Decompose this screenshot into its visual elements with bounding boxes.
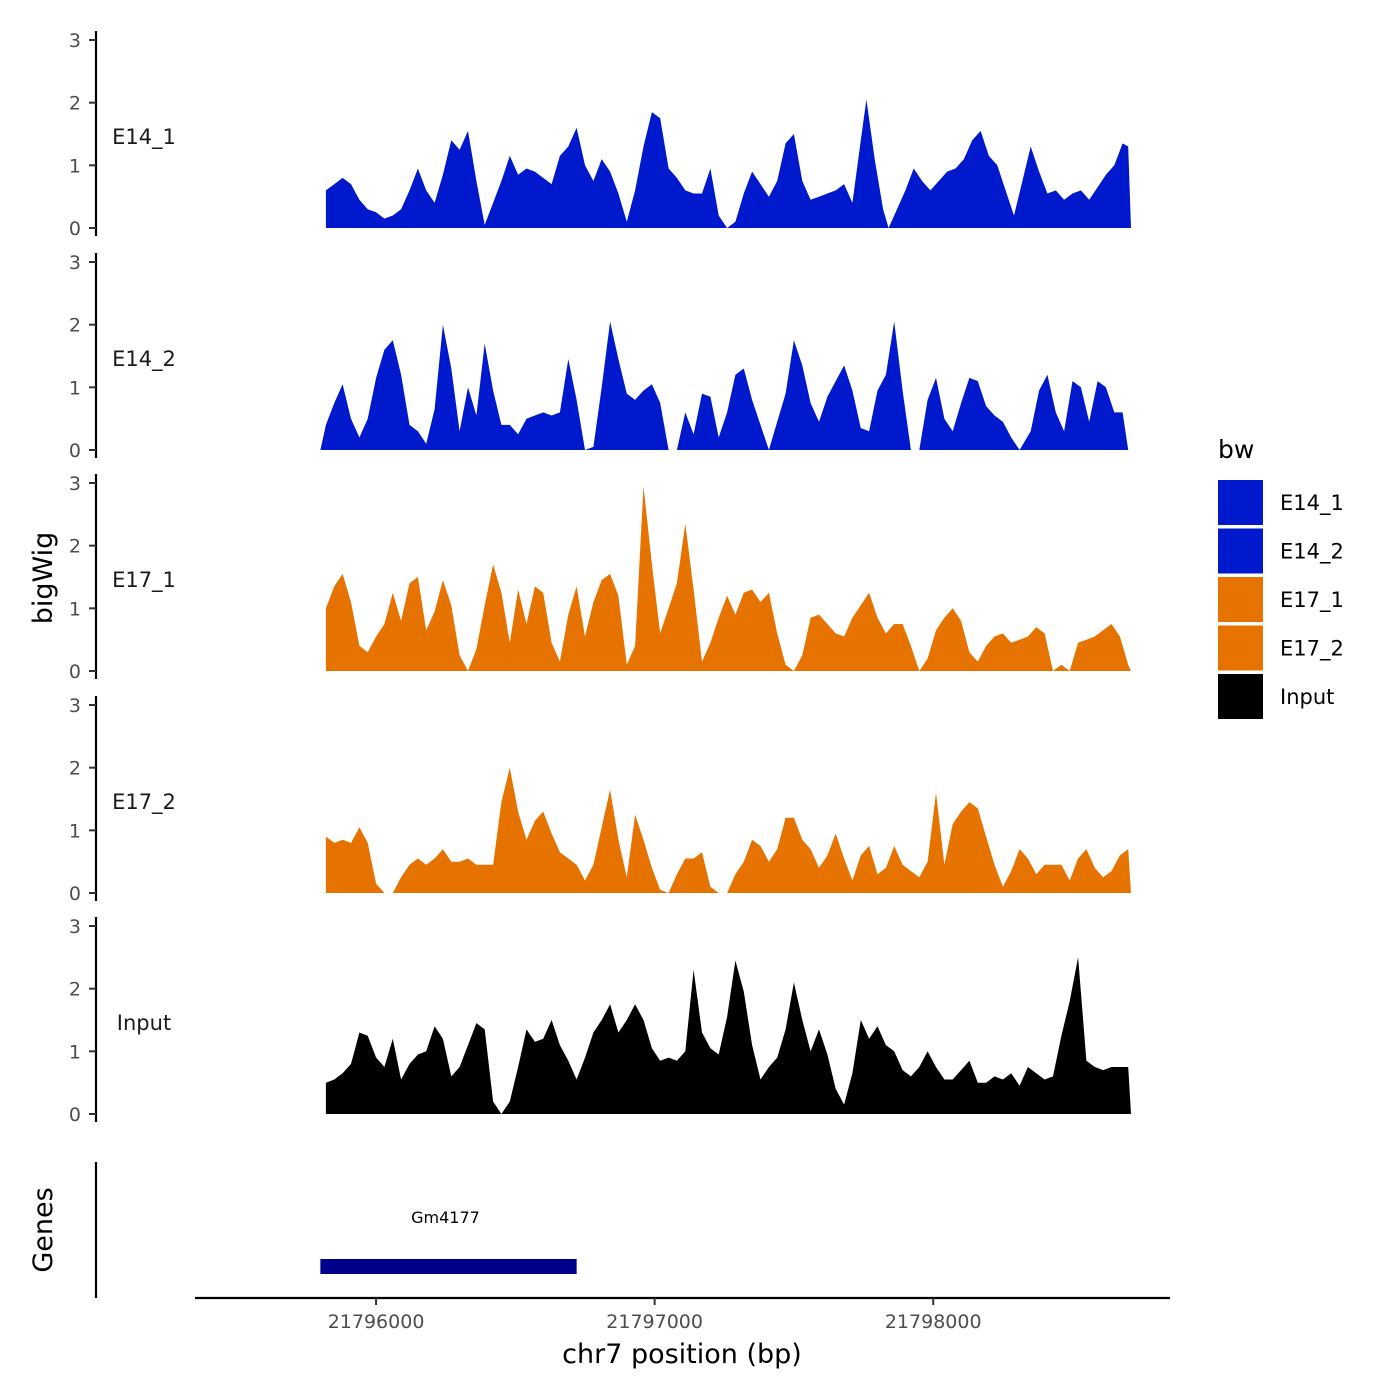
gene-body-Gm4177 bbox=[320, 1259, 577, 1274]
legend: bw E14_1 E14_2 E17_1 E17_2 Input bbox=[1218, 435, 1344, 719]
y-tick-label-E14_2-1: 1 bbox=[69, 377, 81, 399]
y-tick-label-Input-1: 1 bbox=[69, 1041, 81, 1063]
track-label-Input: Input bbox=[117, 1011, 171, 1035]
legend-swatch-E17_2 bbox=[1218, 625, 1263, 671]
genes-track: Gm4177 bbox=[94, 1162, 577, 1298]
genes-track-title: Genes bbox=[28, 1187, 59, 1272]
y-axis-title: bigWig bbox=[28, 532, 59, 625]
series-area-E14_2 bbox=[320, 321, 1129, 450]
legend-label-E14_1: E14_1 bbox=[1280, 491, 1344, 516]
x-tick-label-21797000: 21797000 bbox=[606, 1311, 703, 1333]
legend-label-E17_1: E17_1 bbox=[1280, 588, 1344, 613]
y-tick-label-E17_1-1: 1 bbox=[69, 598, 81, 620]
y-tick-label-E17_2-0: 0 bbox=[69, 883, 81, 905]
legend-item-E14_2: E14_2 bbox=[1218, 528, 1344, 574]
y-tick-label-Input-2: 2 bbox=[69, 979, 81, 1001]
y-tick-label-E14_2-3: 3 bbox=[69, 252, 81, 274]
legend-label-E17_2: E17_2 bbox=[1280, 637, 1344, 662]
track-label-E17_1: E17_1 bbox=[112, 568, 176, 593]
track-E14_2: 0 1 2 3 E14_2 bbox=[69, 252, 1129, 462]
track-Input: 0 1 2 3 Input bbox=[69, 916, 1131, 1126]
track-label-E14_2: E14_2 bbox=[112, 347, 176, 372]
series-area-E17_2 bbox=[325, 767, 1131, 893]
series-area-E14_1 bbox=[325, 99, 1131, 228]
y-tick-label-E14_1-2: 2 bbox=[69, 93, 81, 115]
legend-swatch-E14_1 bbox=[1218, 480, 1263, 525]
legend-swatch-E14_2 bbox=[1218, 528, 1263, 574]
x-tick-label-21798000: 21798000 bbox=[885, 1311, 982, 1333]
y-tick-label-E14_1-0: 0 bbox=[69, 218, 81, 240]
y-tick-label-Input-3: 3 bbox=[69, 916, 81, 938]
track-label-E17_2: E17_2 bbox=[112, 790, 176, 815]
y-tick-label-E17_2-1: 1 bbox=[69, 820, 81, 842]
y-tick-label-E14_1-1: 1 bbox=[69, 155, 81, 177]
track-E17_1: 0 1 2 3 E17_1 bbox=[69, 473, 1131, 683]
y-tick-label-E17_1-3: 3 bbox=[69, 473, 81, 495]
x-axis-title: chr7 position (bp) bbox=[562, 1339, 802, 1370]
y-tick-label-Input-0: 0 bbox=[69, 1104, 81, 1126]
y-tick-label-E14_2-2: 2 bbox=[69, 315, 81, 337]
x-tick-label-21796000: 21796000 bbox=[328, 1311, 425, 1333]
gene-Gm4177: Gm4177 bbox=[320, 1208, 577, 1274]
legend-swatch-Input bbox=[1218, 674, 1263, 719]
y-tick-label-E14_2-0: 0 bbox=[69, 440, 81, 462]
y-tick-label-E17_2-2: 2 bbox=[69, 758, 81, 780]
y-tick-label-E17_1-2: 2 bbox=[69, 536, 81, 558]
track-E14_1: 0 1 2 3 E14_1 bbox=[69, 30, 1131, 240]
legend-swatch-E17_1 bbox=[1218, 577, 1263, 622]
y-tick-label-E14_1-3: 3 bbox=[69, 30, 81, 52]
y-tick-label-E17_2-3: 3 bbox=[69, 695, 81, 717]
gene-label-Gm4177: Gm4177 bbox=[411, 1208, 480, 1227]
legend-item-E17_2: E17_2 bbox=[1218, 625, 1344, 671]
series-area-Input bbox=[325, 957, 1131, 1114]
legend-label-Input: Input bbox=[1280, 685, 1334, 709]
bigwig-tracks: 0 1 2 3 E14_1 0 1 2 3 E14_2 0 1 2 3 E17_1 0 1 2 3 E17_2 0 1 2 3… bbox=[69, 30, 1131, 1126]
track-E17_2: 0 1 2 3 E17_2 bbox=[69, 695, 1131, 905]
series-area-E17_1 bbox=[325, 486, 1131, 671]
y-tick-label-E17_1-0: 0 bbox=[69, 661, 81, 683]
legend-item-E17_1: E17_1 bbox=[1218, 577, 1344, 622]
x-axis: 21796000 21797000 21798000 bbox=[195, 1296, 1170, 1333]
legend-item-E14_1: E14_1 bbox=[1218, 480, 1344, 525]
track-label-E14_1: E14_1 bbox=[112, 125, 176, 150]
legend-item-Input: Input bbox=[1218, 674, 1334, 719]
legend-title: bw bbox=[1218, 435, 1254, 464]
legend-label-E14_2: E14_2 bbox=[1280, 540, 1344, 565]
